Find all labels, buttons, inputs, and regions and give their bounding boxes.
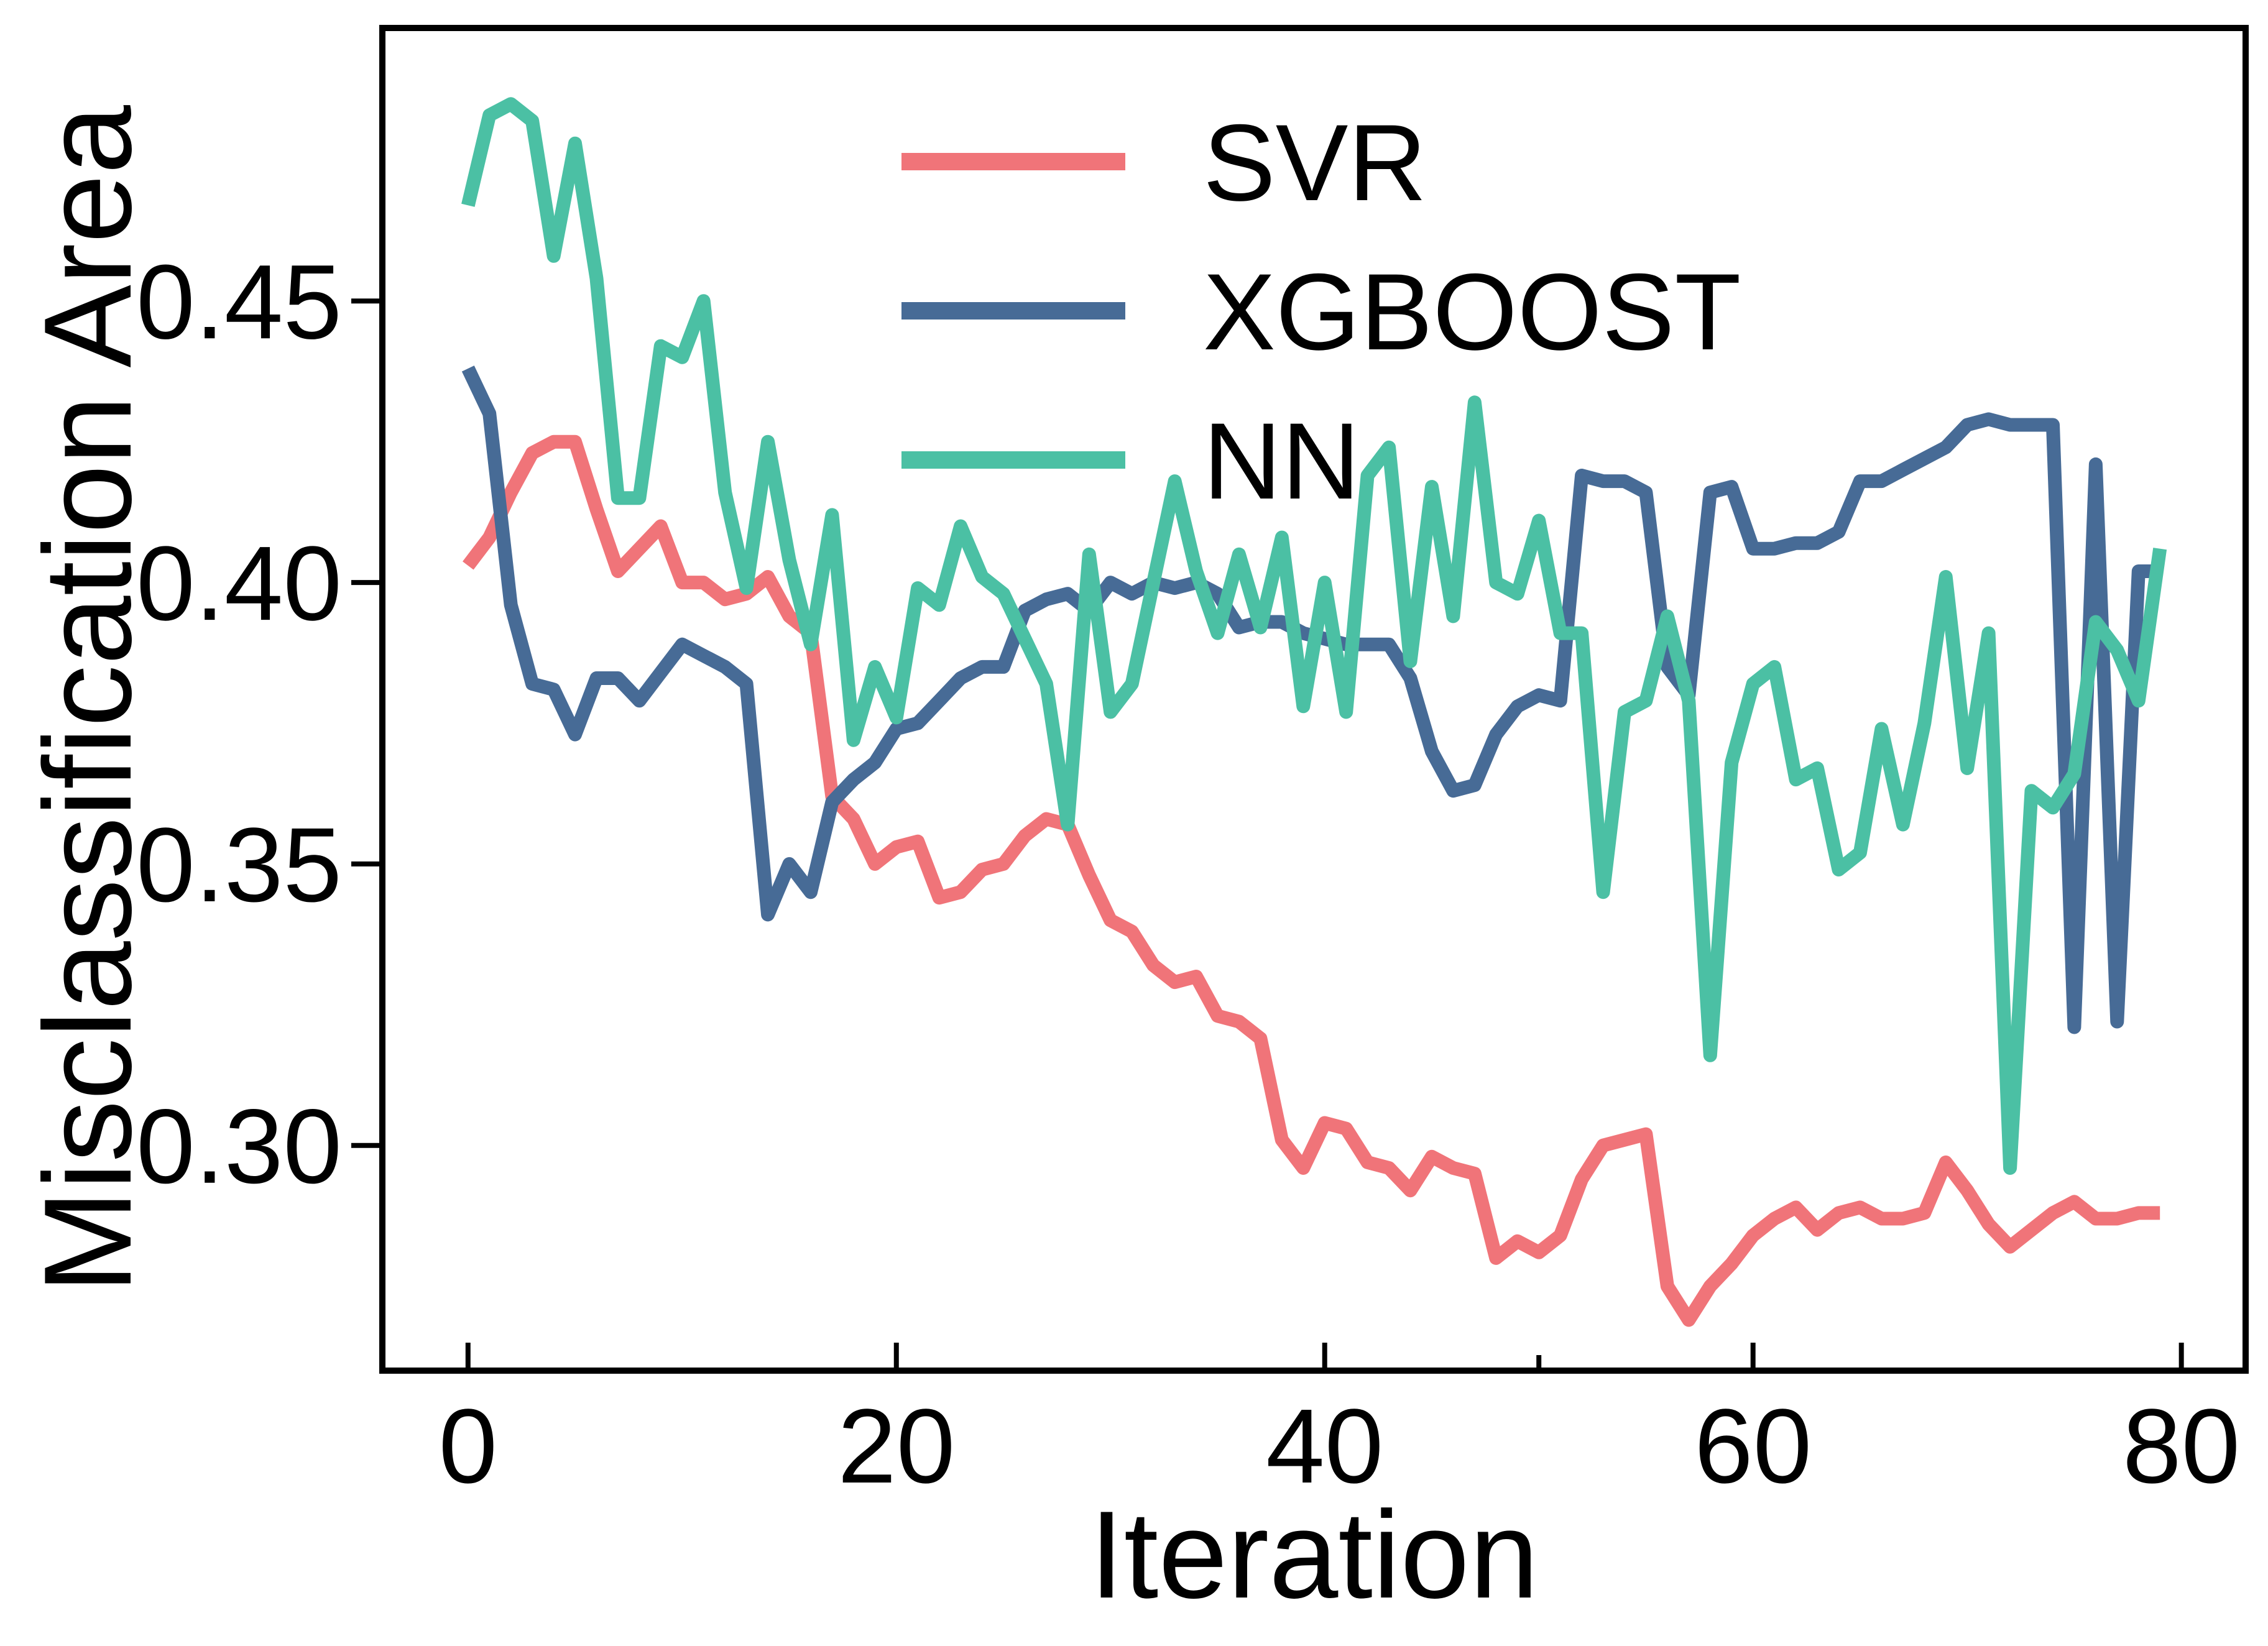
x-axis-label: Iteration (1089, 1486, 1539, 1624)
legend: SVR XGBOOST NN (901, 103, 1741, 522)
y-tick-label: 0.40 (136, 525, 342, 643)
legend-label-svr: SVR (1203, 103, 1427, 224)
series-line-nn (461, 97, 2167, 1175)
x-tick-label: 0 (439, 1387, 498, 1506)
series-layer (461, 97, 2167, 1327)
plot-frame (379, 25, 2249, 1374)
x-axis-ticks: 0 20 40 60 80 (439, 1343, 2240, 1506)
x-tick-label: 60 (1694, 1387, 1812, 1506)
y-axis-label: Misclassification Area (19, 104, 157, 1294)
series-line-svr (463, 434, 2160, 1327)
legend-label-xgboost: XGBOOST (1203, 252, 1741, 373)
legend-label-nn: NN (1203, 401, 1360, 522)
x-tick-label: 80 (2123, 1387, 2240, 1506)
x-tick-label: 40 (1266, 1387, 1383, 1506)
x-tick-label: 20 (837, 1387, 955, 1506)
y-tick-label: 0.45 (136, 243, 342, 361)
y-tick-label: 0.30 (136, 1088, 342, 1206)
y-axis-ticks: 0.30 0.35 0.40 0.45 (136, 243, 382, 1206)
y-tick-label: 0.35 (136, 806, 342, 924)
